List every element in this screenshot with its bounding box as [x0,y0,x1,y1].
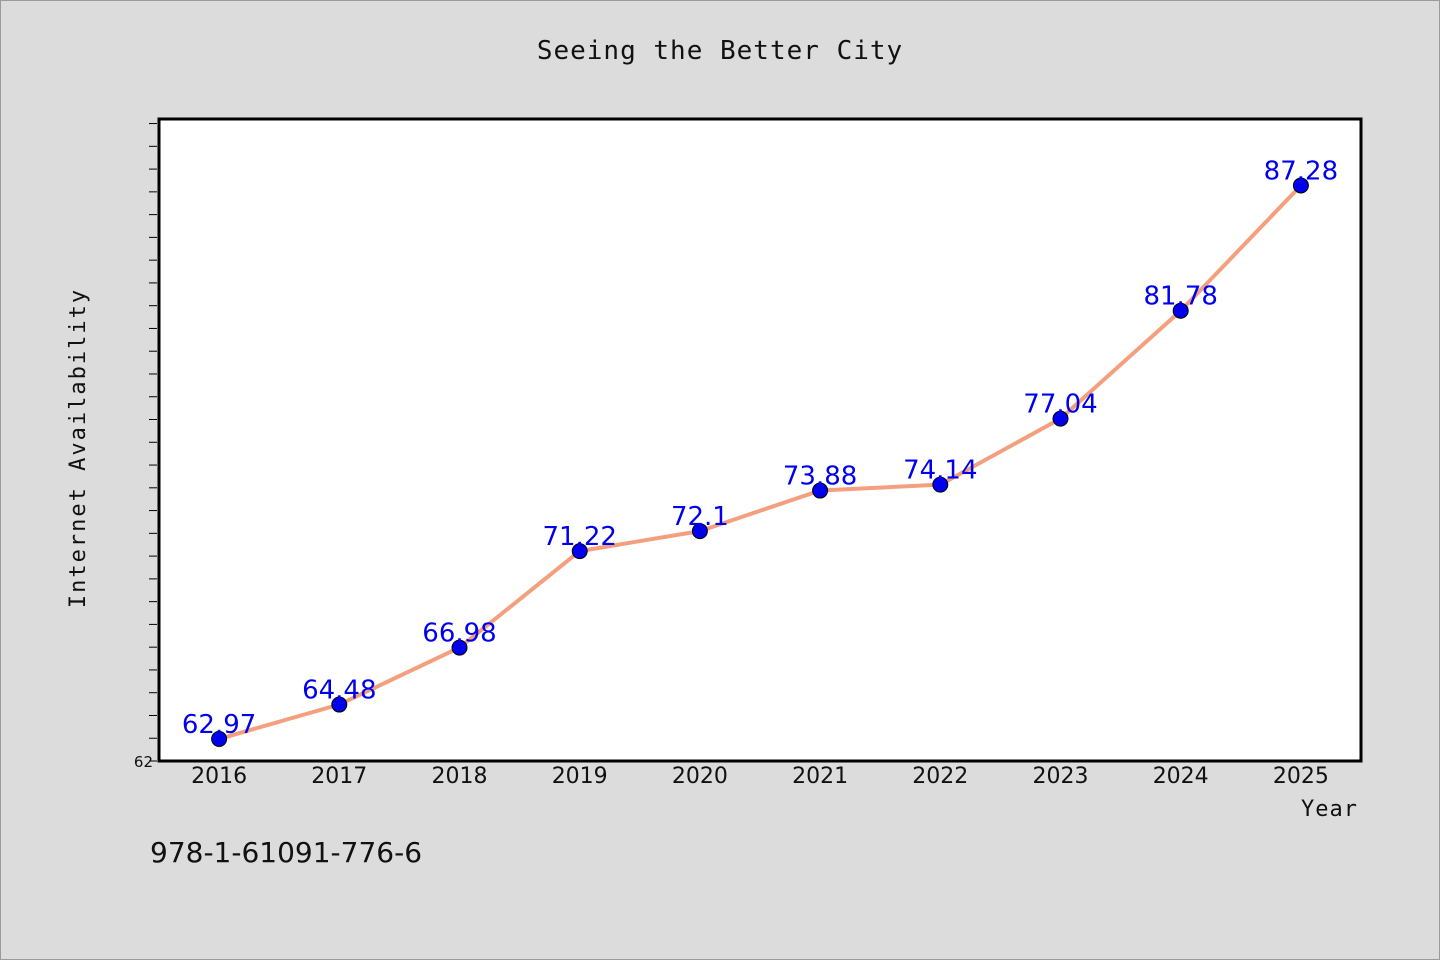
data-point [331,696,348,713]
x-tick-label: 2018 [432,764,488,789]
y-tick-label: 62 [134,753,153,771]
y-axis-title: Internet Availability [66,288,91,608]
chart-title: Seeing the Better City [536,36,904,66]
data-label: 87.28 [1264,156,1338,186]
data-point [451,639,468,656]
data-labels: 62.97 64.48 66.98 71.22 72.1 73.88 74.14 77.04 8… [182,156,1338,739]
isbn-text: 978-1-61091-776-6 [150,836,423,869]
data-point [812,482,829,499]
x-tick-label: 2024 [1153,764,1209,789]
plot-area [157,117,1363,763]
x-tick-label: 2023 [1033,764,1089,789]
data-point [1052,410,1069,427]
data-label: 62.97 [182,710,256,740]
data-point [211,730,228,747]
x-tick-label: 2021 [792,764,848,789]
series-line [217,183,1303,741]
data-label: 81.78 [1143,282,1217,312]
y-axis-ticks [149,123,157,762]
data-label: 73.88 [783,462,857,492]
data-point [1292,177,1309,194]
x-axis-labels: 2016 2017 2018 2019 2020 2021 2022 2023 2024 2025 [191,764,1329,789]
data-label: 72.1 [671,502,729,532]
x-tick-label: 2022 [912,764,968,789]
x-tick-label: 2025 [1273,764,1329,789]
data-label: 77.04 [1023,390,1097,420]
data-point [571,543,588,560]
data-point [691,523,708,540]
data-point [932,476,949,493]
x-tick-label: 2016 [191,764,247,789]
x-tick-label: 2020 [672,764,728,789]
data-label: 66.98 [422,619,496,649]
data-point [1172,302,1189,319]
x-axis-title: Year [1301,797,1358,822]
x-tick-label: 2017 [311,764,367,789]
y-axis-labels: 62 [134,753,153,771]
series-markers [211,177,1309,747]
data-label: 74.14 [903,456,977,486]
data-label: 71.22 [542,522,616,552]
data-label: 64.48 [302,676,376,706]
x-tick-label: 2019 [552,764,608,789]
